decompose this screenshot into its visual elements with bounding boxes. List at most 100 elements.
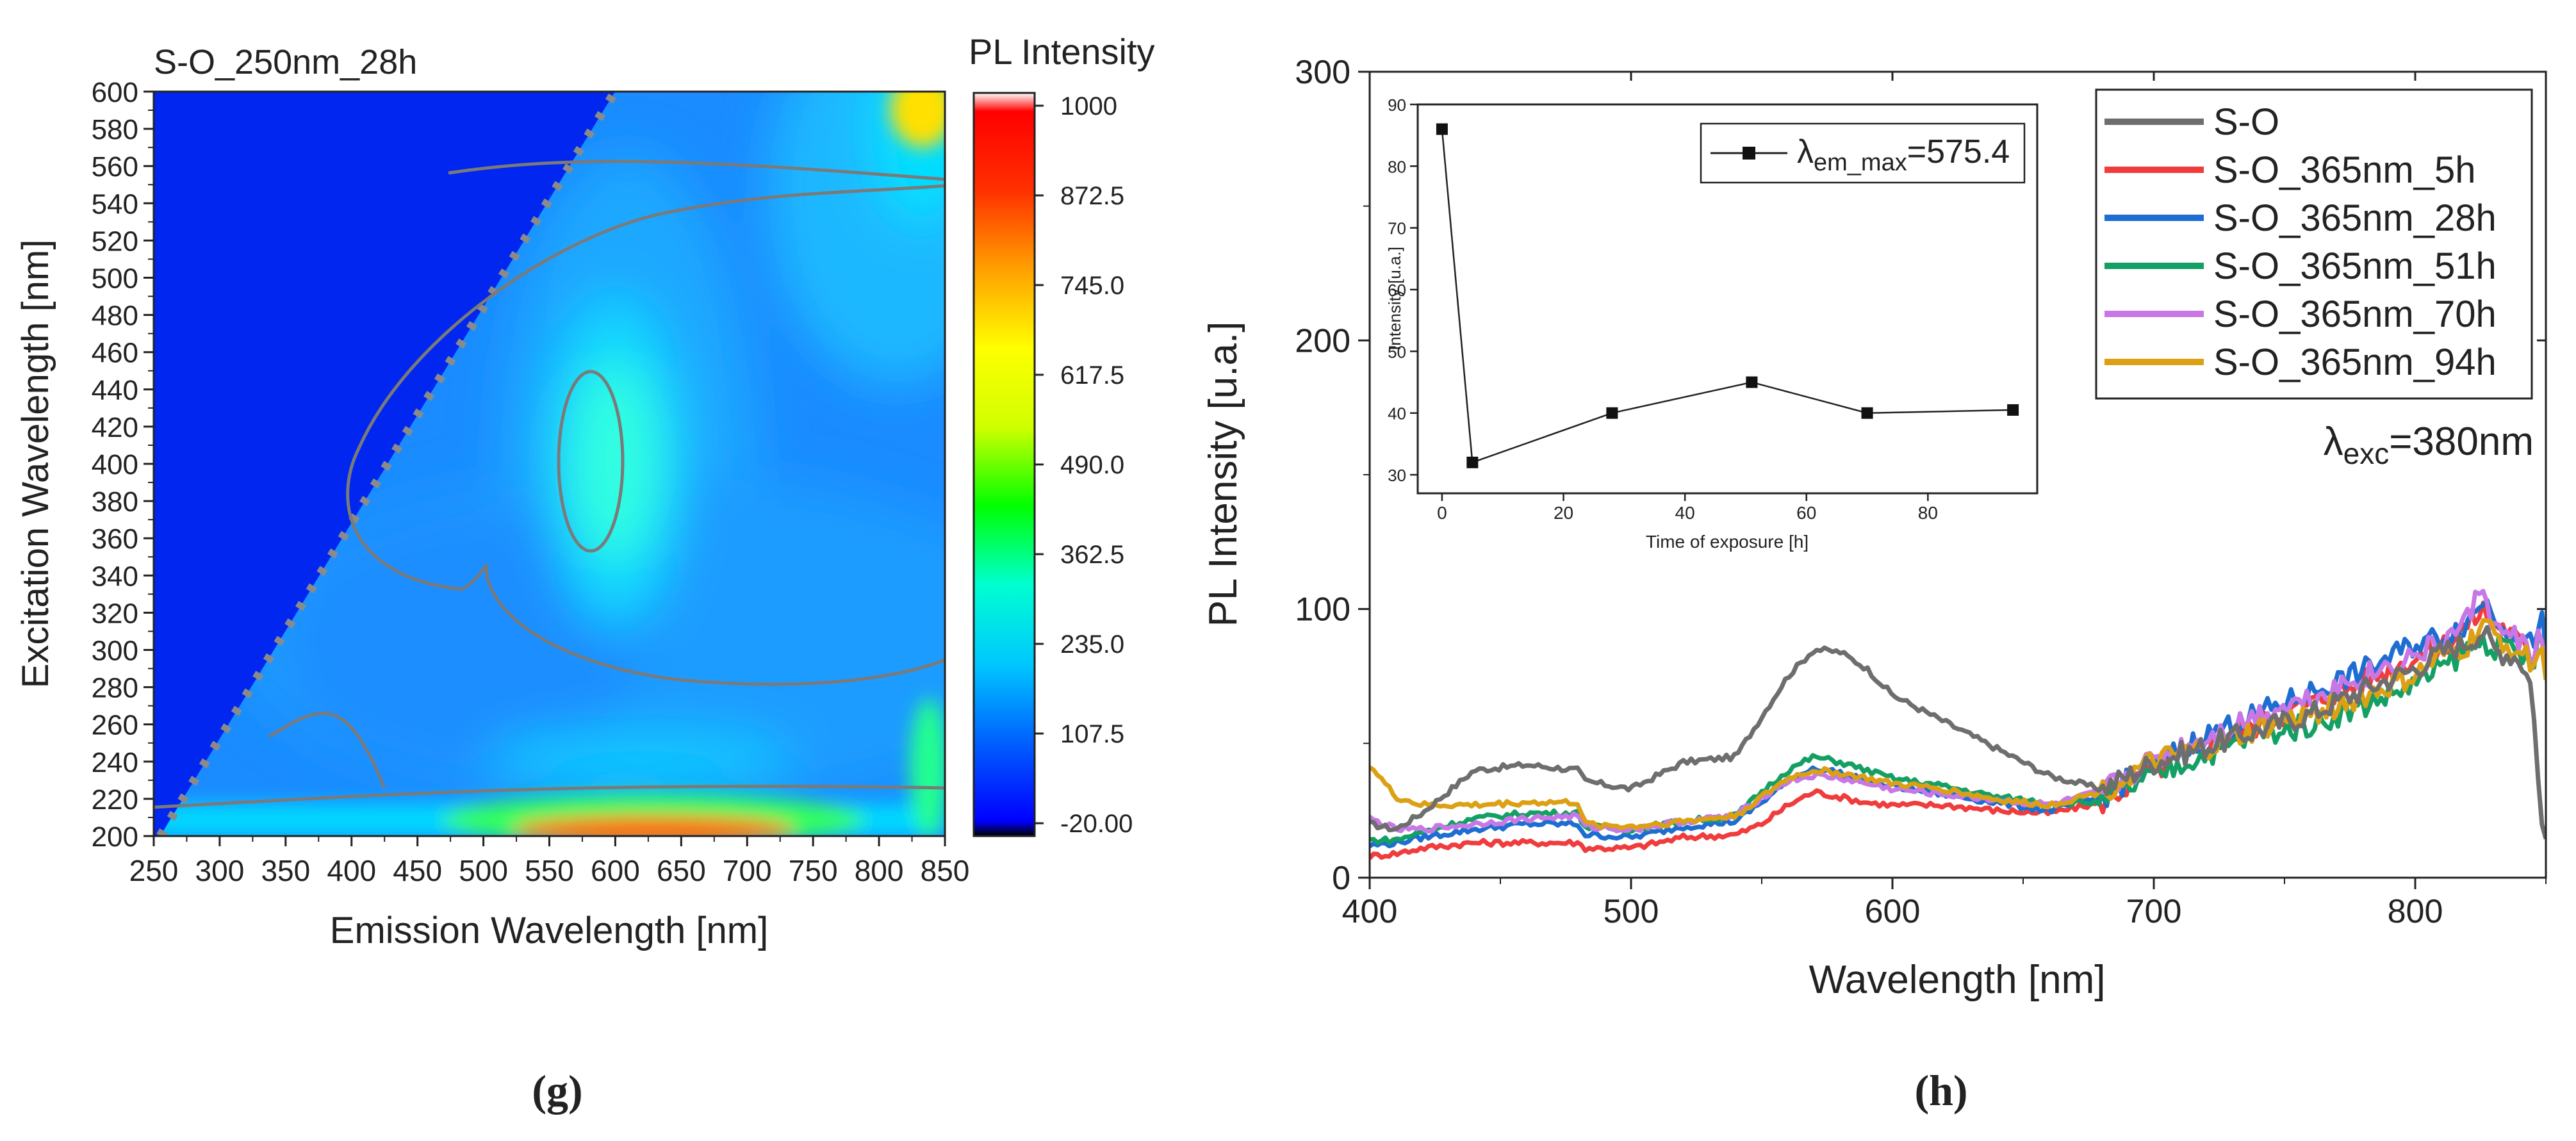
colorbar-tick-label: 1000 <box>1060 92 1117 120</box>
heatmap-x-tick-label: 700 <box>723 854 772 887</box>
colorbar-tick-label: 362.5 <box>1060 541 1124 569</box>
heatmap-y-tick-label: 560 <box>92 151 138 183</box>
rayleigh-diagonal <box>156 92 619 836</box>
heatmap-x-axis-label: Emission Wavelength [nm] <box>330 910 768 951</box>
line-x-tick-label: 500 <box>1604 893 1659 930</box>
inset-y-tick-label: 40 <box>1388 404 1406 423</box>
inset-series <box>1436 123 2019 468</box>
heatmap-y-ticks: 200 220 240 260 280 300 320 340 360 380 400 420 440 4… <box>92 77 154 853</box>
colorbar-ticks: 1000 872.5 745.0 617.5 490.0 362.5 235.0 107.5 -… <box>1035 92 1133 838</box>
heatmap-y-axis-label: Excitation Wavelength [nm] <box>15 240 56 689</box>
line-y-tick-label: 200 <box>1295 322 1350 359</box>
legend-label-0: S-O <box>2213 101 2279 143</box>
inset-chart: 0 20 40 60 80 30 40 50 60 70 80 90 Time of exposur… <box>1385 95 2039 552</box>
inset-x-tick-label: 40 <box>1675 503 1695 523</box>
inset-legend-sub: em_max <box>1814 149 1907 176</box>
contour-mid <box>346 184 945 686</box>
heatmap-x-tick-label: 600 <box>591 854 640 887</box>
line-y-tick-label: 300 <box>1295 54 1350 91</box>
inset-point-0 <box>1436 123 1448 135</box>
heatmap-y-tick-label: 360 <box>92 523 138 555</box>
heatmap-y-tick-label: 320 <box>92 598 138 629</box>
heatmap-y-tick-label: 540 <box>92 188 138 220</box>
heatmap-x-tick-label: 800 <box>855 854 904 887</box>
inset-y-axis-label: Intensity [u.a.] <box>1385 247 1404 350</box>
line-series-2 <box>1370 598 2546 849</box>
contour-outer <box>268 160 945 789</box>
heatmap-y-tick-label: 200 <box>92 821 138 853</box>
line-legend: S-O S-O_365nm_5h S-O_365nm_28h S-O_365nm_51… <box>2104 101 2497 383</box>
inset-point-4 <box>1861 407 1873 419</box>
inset-x-tick-label: 60 <box>1796 503 1816 523</box>
inset-y-tick-label: 30 <box>1388 466 1406 485</box>
heatmap-x-tick-label: 850 <box>921 854 970 887</box>
line-series-4 <box>1370 589 2546 834</box>
heatmap-y-tick-label: 280 <box>92 673 138 704</box>
excitation-annotation-symbol: λ <box>2324 420 2343 464</box>
heatmap-x-tick-label: 500 <box>459 854 508 887</box>
heatmap-x-ticks: 250 300 350 400 450 500 550 600 650 700 750 800 850 <box>129 836 970 887</box>
line-x-tick-label: 800 <box>2388 893 2443 930</box>
heatmap-y-tick-label: 400 <box>92 449 138 480</box>
inset-point-2 <box>1606 407 1618 419</box>
excitation-annotation-sub: exc <box>2343 437 2390 470</box>
colorbar <box>972 92 1036 837</box>
heatmap-x-tick-label: 750 <box>789 854 838 887</box>
contour-bottom <box>154 784 945 809</box>
legend-label-2: S-O_365nm_28h <box>2213 197 2497 239</box>
colorbar-tick-label: 872.5 <box>1060 182 1124 210</box>
excitation-annotation: λexc=380nm <box>2324 420 2534 470</box>
colorbar-tick-label: 107.5 <box>1060 720 1124 748</box>
inset-line <box>1441 129 2014 464</box>
inset-x-axis-label: Time of exposure [h] <box>1646 532 1809 552</box>
colorbar-tick-label: 617.5 <box>1060 361 1124 390</box>
line-series <box>1370 589 2546 860</box>
line-x-tick-label: 400 <box>1342 893 1398 930</box>
inset-legend-label: λem_max=575.4 <box>1797 133 2010 176</box>
line-x-tick-label: 600 <box>1865 893 1921 930</box>
legend-label-4: S-O_365nm_70h <box>2213 293 2497 335</box>
legend-label-5: S-O_365nm_94h <box>2213 341 2497 383</box>
heatmap-y-tick-label: 300 <box>92 636 138 667</box>
heatmap-x-tick-label: 350 <box>261 854 310 887</box>
heatmap-x-tick-label: 550 <box>525 854 574 887</box>
heatmap-y-tick-label: 440 <box>92 375 138 406</box>
inset-x-tick-label: 20 <box>1554 503 1573 523</box>
heatmap-panel: 250 300 350 400 450 500 550 600 650 700 750 800 850 … <box>15 31 1155 1115</box>
line-y-tick-label: 0 <box>1332 860 1350 897</box>
inset-legend-marker <box>1743 147 1755 160</box>
colorbar-tick-label: 745.0 <box>1060 272 1124 300</box>
inset-x-tick-label: 80 <box>1918 503 1938 523</box>
heatmap-y-tick-label: 460 <box>92 338 138 369</box>
contour-peak <box>557 370 625 553</box>
heatmap-x-tick-label: 650 <box>657 854 706 887</box>
inset-y-ticks: 30 40 50 60 70 80 90 <box>1388 95 1418 485</box>
inset-y-tick-label: 70 <box>1388 219 1406 238</box>
heatmap-bottom-band <box>154 92 945 836</box>
heatmap-y-tick-label: 240 <box>92 747 138 778</box>
heatmap-y-tick-label: 420 <box>92 412 138 443</box>
inset-x-ticks: 0 20 40 60 80 <box>1437 493 1938 523</box>
line-series-0 <box>1370 625 2546 840</box>
heatmap-y-tick-label: 600 <box>92 77 138 108</box>
heatmap-canvas <box>154 92 945 836</box>
line-x-axis-label: Wavelength [nm] <box>1809 958 2106 1002</box>
contour-lines <box>154 160 945 809</box>
heatmap-y-tick-label: 380 <box>92 486 138 518</box>
heatmap-y-tick-label: 500 <box>92 263 138 295</box>
line-legend-box <box>2095 88 2533 400</box>
inset-x-tick-label: 0 <box>1437 503 1447 523</box>
line-y-tick-label: 100 <box>1295 591 1350 628</box>
inset-y-tick-label: 60 <box>1388 281 1406 300</box>
heatmap-y-tick-label: 260 <box>92 710 138 741</box>
line-x-tick-label: 700 <box>2126 893 2182 930</box>
heatmap-x-tick-label: 300 <box>195 854 245 887</box>
heatmap-y-tick-label: 580 <box>92 114 138 145</box>
inset-point-5 <box>2007 404 2019 416</box>
heatmap-x-tick-label: 400 <box>327 854 376 887</box>
inset-legend-value: =575.4 <box>1907 133 2010 170</box>
colorbar-tick-label: 490.0 <box>1060 451 1124 479</box>
